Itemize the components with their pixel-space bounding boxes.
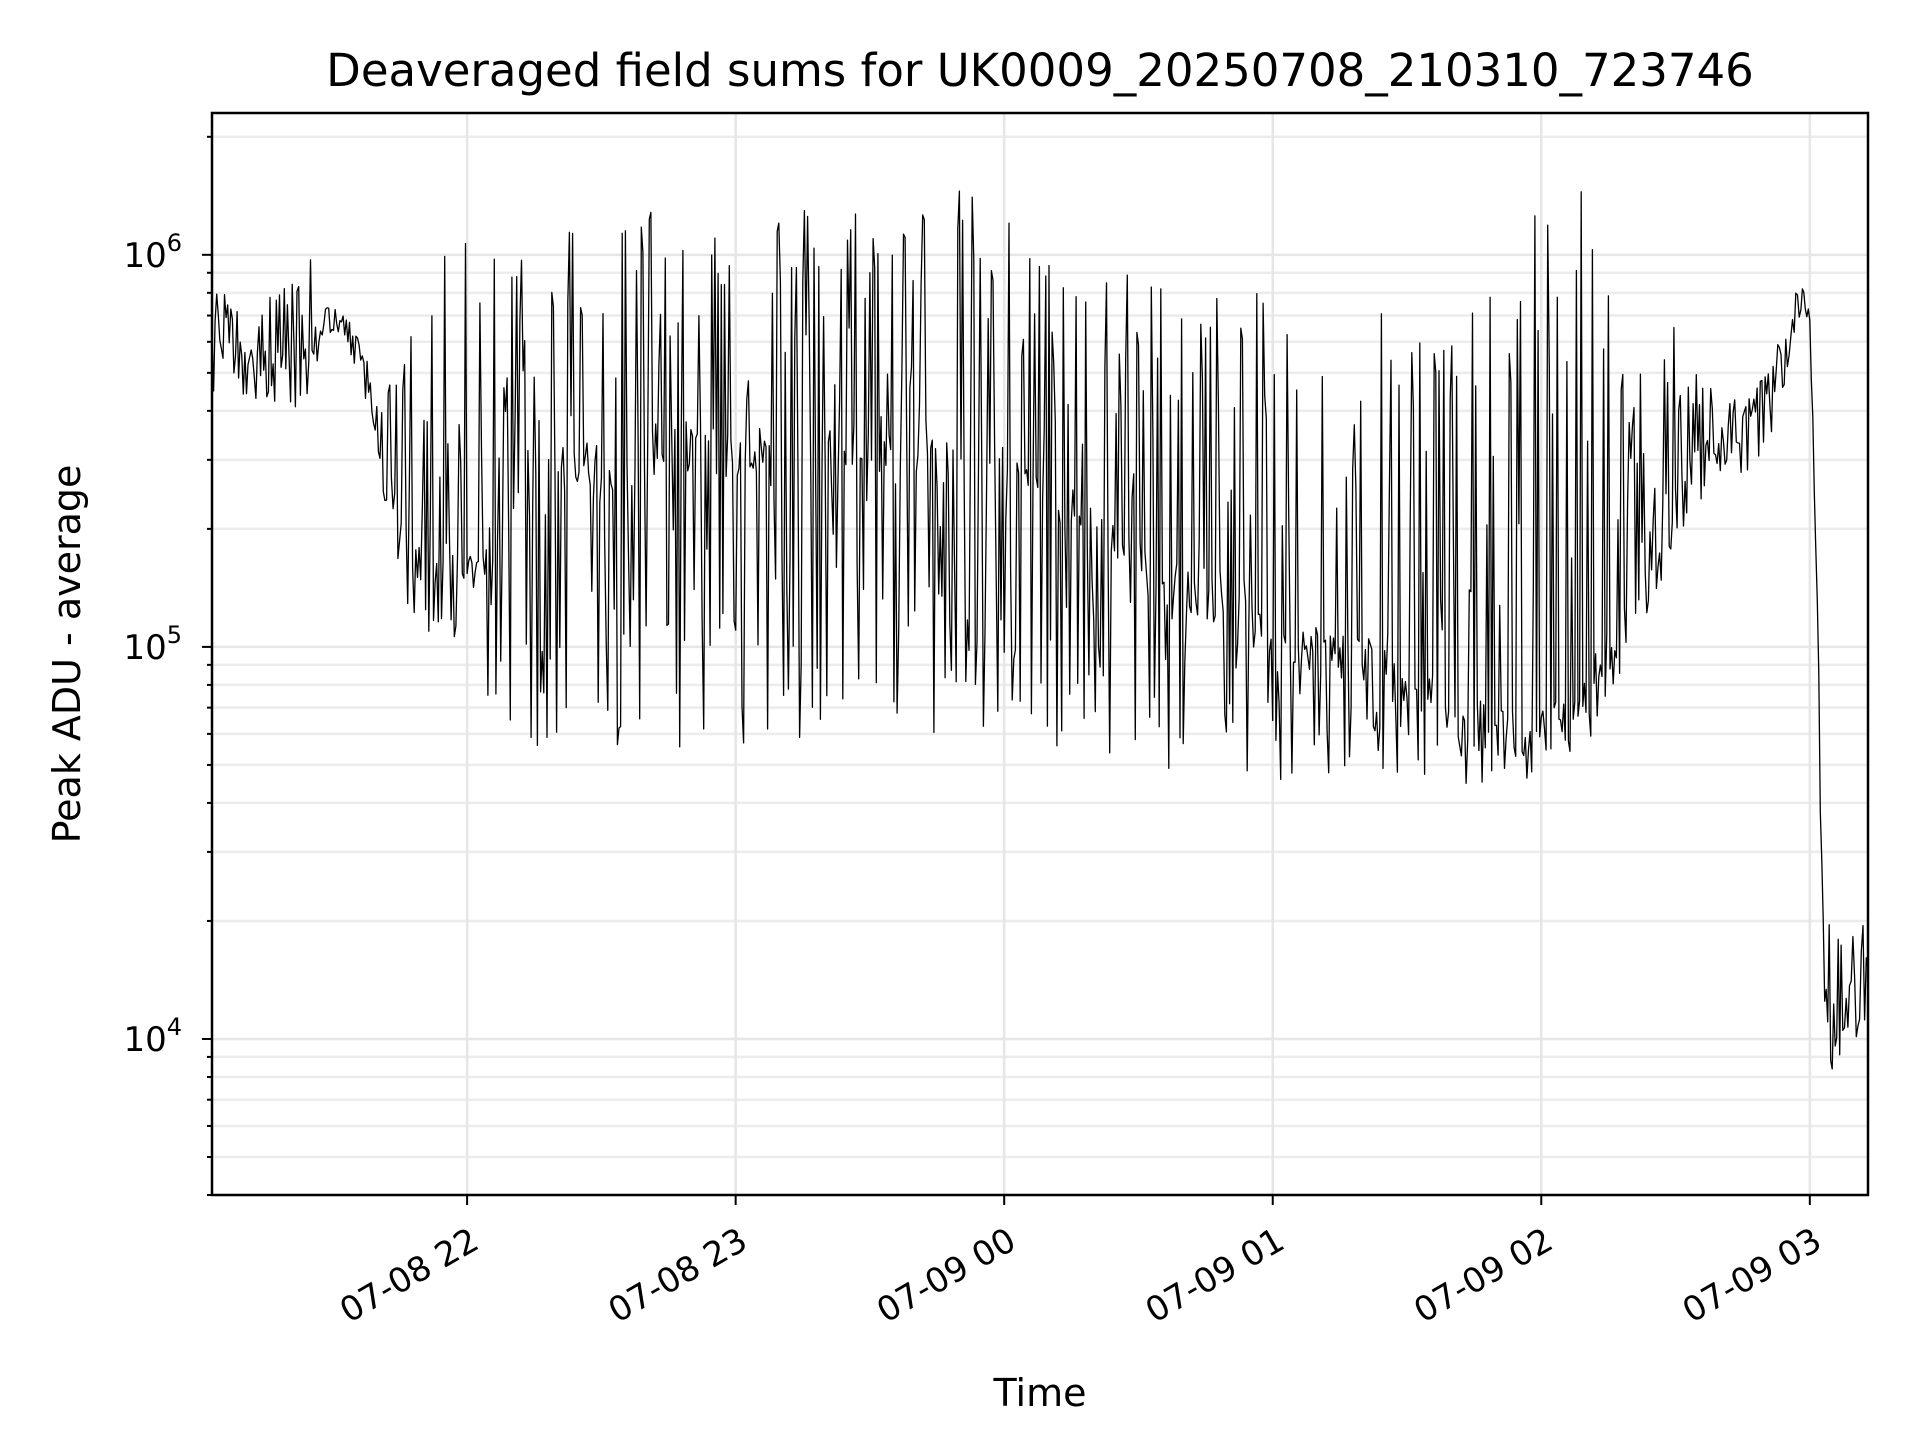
x-axis: 07-08 22 07-08 23 07-09 00 07-09 01 07-09 02… — [333, 1195, 1828, 1331]
y-tick-label: 105 — [123, 621, 182, 668]
plot-frame — [210, 111, 1870, 1197]
x-tick-label: 07-09 00 — [870, 1220, 1022, 1331]
series-line — [211, 190, 1869, 1070]
y-tick-label: 106 — [123, 229, 182, 276]
x-tick-label: 07-08 23 — [602, 1220, 754, 1331]
y-axis-label: Peak ADU - average — [45, 465, 89, 844]
x-axis-label: Time — [993, 1371, 1087, 1415]
y-axis: 104 105 106 — [123, 135, 212, 1196]
chart-title: Deaveraged field sums for UK0009_2025070… — [326, 44, 1754, 97]
y-tick-label: 104 — [123, 1013, 182, 1060]
x-tick-label: 07-08 22 — [333, 1220, 485, 1331]
x-tick-label: 07-09 01 — [1139, 1220, 1291, 1331]
x-tick-label: 07-09 02 — [1407, 1220, 1559, 1331]
series-path — [211, 190, 1869, 1070]
x-tick-label: 07-09 03 — [1676, 1220, 1828, 1331]
